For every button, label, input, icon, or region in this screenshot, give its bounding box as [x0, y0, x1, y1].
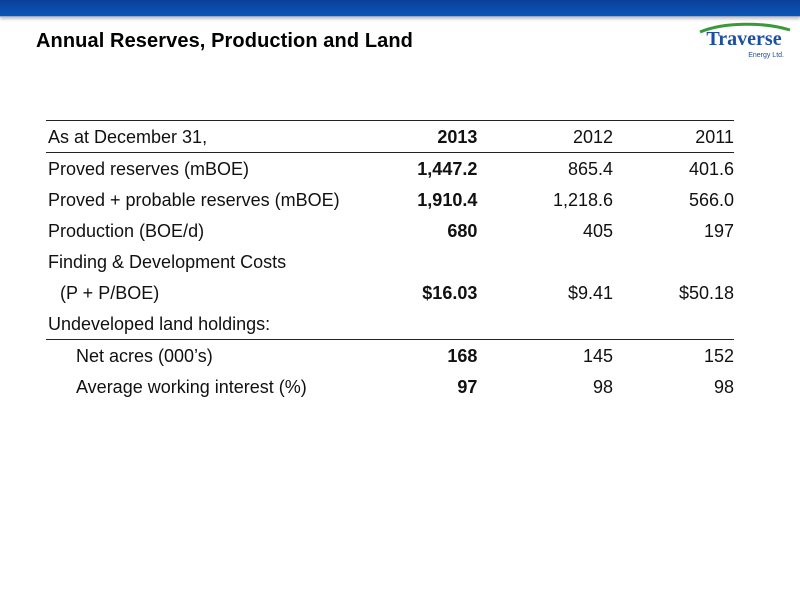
cell-2011: [613, 246, 734, 277]
cell-2013: 1,447.2: [417, 159, 478, 179]
cell-2013: [403, 308, 477, 340]
table-row: Average working interest (%) 97 98 98: [46, 371, 734, 402]
cell-2013: 168: [403, 339, 478, 371]
cell-2012: 1,218.6: [552, 190, 613, 210]
table-row: Finding & Development Costs: [46, 246, 734, 277]
cell-2011: 566.0: [688, 190, 734, 210]
cell-2012: 145: [477, 339, 613, 371]
row-label: Average working interest (%): [76, 377, 307, 397]
cell-2012: 865.4: [567, 159, 613, 179]
table-row: Proved reserves (mBOE) 1,447.2 865.4 401…: [46, 153, 734, 185]
logo-tagline: Energy Ltd.: [748, 52, 784, 59]
table-header-row: As at December 31, 2013 2012 2011: [46, 120, 734, 153]
cell-2011: [613, 308, 734, 340]
row-label: Production (BOE/d): [48, 221, 205, 241]
row-label: Undeveloped land holdings:: [48, 314, 271, 334]
cell-2013: [403, 246, 477, 277]
row-label: Finding & Development Costs: [48, 252, 287, 272]
table-row: Net acres (000’s) 168 145 152: [46, 339, 734, 371]
header-label: As at December 31,: [46, 120, 404, 153]
cell-2012: [477, 308, 613, 340]
cell-2013: 1,910.4: [417, 190, 478, 210]
header-2012: 2012: [477, 120, 613, 153]
logo-wordmark: Traverse: [706, 28, 781, 50]
row-label: Net acres (000’s): [46, 339, 404, 371]
cell-2012: $9.41: [567, 283, 613, 303]
cell-2011: 401.6: [688, 159, 734, 179]
cell-2011: 197: [703, 221, 734, 241]
top-banner: [0, 0, 800, 17]
cell-2012: 98: [592, 377, 613, 397]
cell-2012: [477, 246, 613, 277]
table-row: Undeveloped land holdings:: [46, 308, 734, 340]
row-label: Proved + probable reserves (mBOE): [48, 190, 340, 210]
table-row: Proved + probable reserves (mBOE) 1,910.…: [46, 184, 734, 215]
table-row: (P + P/BOE) $16.03 $9.41 $50.18: [46, 277, 734, 308]
reserves-table: As at December 31, 2013 2012 2011 Proved…: [46, 120, 734, 402]
cell-2011: 98: [713, 377, 734, 397]
cell-2012: 405: [582, 221, 613, 241]
cell-2011: $50.18: [678, 283, 734, 303]
traverse-logo: Traverse Energy Ltd.: [694, 20, 794, 62]
row-label: Proved reserves (mBOE): [48, 159, 250, 179]
header-2011: 2011: [613, 120, 734, 153]
logo-graphic: Traverse Energy Ltd.: [699, 22, 791, 59]
page-title: Annual Reserves, Production and Land: [36, 30, 413, 52]
cell-2013: $16.03: [422, 283, 478, 303]
row-label: (P + P/BOE): [60, 283, 160, 303]
table-row: Production (BOE/d) 680 405 197: [46, 215, 734, 246]
header-2013: 2013: [403, 120, 478, 153]
cell-2013: 97: [457, 377, 478, 397]
reserves-table-container: As at December 31, 2013 2012 2011 Proved…: [46, 120, 734, 402]
logo-swoosh: [699, 22, 791, 34]
cell-2011: 152: [613, 339, 734, 371]
cell-2013: 680: [447, 221, 478, 241]
